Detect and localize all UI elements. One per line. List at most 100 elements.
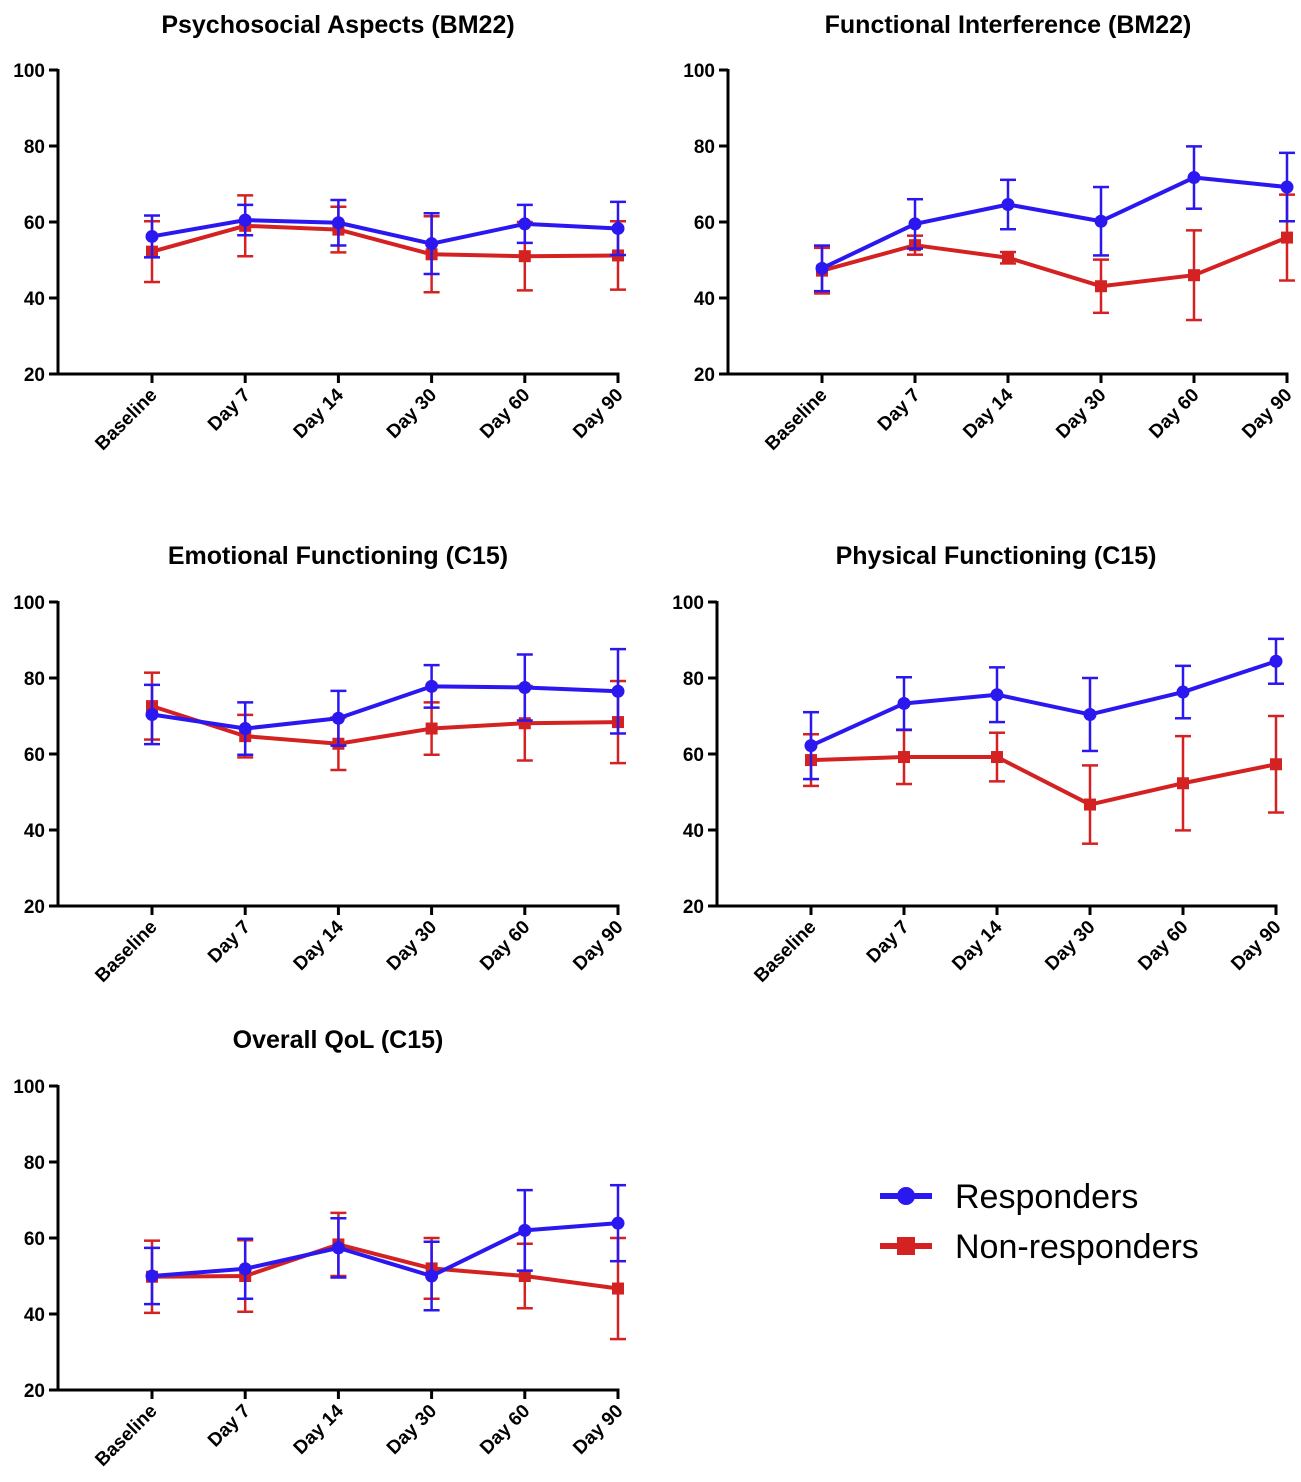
x-tick-label: Day 90 xyxy=(569,385,627,443)
data-point xyxy=(897,696,911,710)
x-tick-label: Day 7 xyxy=(863,917,914,968)
legend-marker-circle xyxy=(897,1187,915,1205)
y-tick-label: 60 xyxy=(683,745,704,766)
series-line xyxy=(810,755,1277,807)
x-tick-label: Day 90 xyxy=(1227,917,1285,975)
x-tick-label: Day 7 xyxy=(204,917,255,968)
data-point xyxy=(425,722,438,735)
y-tick-label: 80 xyxy=(694,137,715,158)
data-point xyxy=(1269,654,1283,668)
series-non-responders xyxy=(803,714,1284,845)
data-point xyxy=(425,237,439,251)
y-tick-label: 80 xyxy=(24,137,45,158)
data-point xyxy=(425,1269,439,1283)
legend: Responders Non-responders xyxy=(880,1178,1199,1266)
data-point xyxy=(1270,758,1282,771)
x-tick-label: Day 30 xyxy=(1041,917,1099,975)
chart-title: Functional Interference (BM22) xyxy=(825,11,1192,39)
data-point xyxy=(145,707,159,721)
data-point xyxy=(1177,777,1189,790)
x-tick-label: Baseline xyxy=(761,385,831,455)
series-line xyxy=(151,1221,619,1278)
data-point xyxy=(898,751,910,764)
y-tick-label: 20 xyxy=(683,897,704,918)
y-tick-label: 80 xyxy=(24,1153,45,1174)
data-point xyxy=(1084,798,1096,811)
series-responders xyxy=(814,145,1295,293)
x-tick-label: Day 90 xyxy=(569,1401,627,1459)
chart-title: Emotional Functioning (C15) xyxy=(168,542,508,570)
chart-panel-5: Overall QoL (C15) 20 40 60 80 100 Baseline Day … xyxy=(13,1026,627,1471)
chart-title: Psychosocial Aspects (BM22) xyxy=(161,11,514,39)
y-tick-label: 100 xyxy=(13,593,45,614)
legend-item-non-responders: Non-responders xyxy=(880,1228,1199,1266)
x-tick-label: Day 90 xyxy=(1238,385,1296,443)
data-point xyxy=(331,711,345,725)
y-tick-label: 60 xyxy=(24,745,45,766)
x-tick-label: Day 60 xyxy=(1134,917,1192,975)
data-point xyxy=(908,217,922,231)
series-line xyxy=(151,684,619,731)
x-tick-label: Baseline xyxy=(91,385,161,455)
y-tick-label: 40 xyxy=(683,821,704,842)
x-tick-label: Day 14 xyxy=(290,1400,348,1458)
series-responders xyxy=(144,647,626,757)
chart-title: Overall QoL (C15) xyxy=(233,1026,444,1054)
data-point xyxy=(991,751,1003,764)
x-tick-label: Baseline xyxy=(91,917,161,987)
series-non-responders xyxy=(144,194,626,294)
data-point xyxy=(425,679,439,693)
data-point xyxy=(518,1270,531,1282)
data-point xyxy=(1281,231,1293,244)
series-line xyxy=(151,218,619,246)
x-tick-label: Day 30 xyxy=(383,385,441,443)
series-responders xyxy=(144,1183,626,1312)
y-tick-label: 20 xyxy=(24,897,45,918)
data-point xyxy=(1001,198,1015,212)
data-point xyxy=(815,261,829,275)
data-point xyxy=(1188,269,1200,282)
series-responders xyxy=(144,198,626,276)
x-tick-label: Day 60 xyxy=(1145,385,1203,443)
data-point xyxy=(518,250,531,263)
data-point xyxy=(611,221,625,235)
data-point xyxy=(145,229,159,243)
x-tick-label: Day 14 xyxy=(948,916,1006,974)
y-tick-label: 100 xyxy=(13,1077,45,1098)
data-point xyxy=(145,1269,159,1283)
series-responders xyxy=(803,637,1284,781)
y-tick-label: 100 xyxy=(672,593,704,614)
y-tick-label: 80 xyxy=(683,669,704,690)
x-tick-label: Baseline xyxy=(91,1401,161,1471)
x-tick-label: Day 14 xyxy=(290,384,348,442)
chart-panel-4: Physical Functioning (C15) 20 40 60 80 100 Bas… xyxy=(672,542,1285,987)
data-point xyxy=(238,722,252,736)
x-tick-label: Day 7 xyxy=(204,1401,255,1452)
x-tick-label: Day 14 xyxy=(959,384,1017,442)
x-tick-label: Day 30 xyxy=(383,917,441,975)
legend-marker-square xyxy=(897,1237,915,1255)
data-point xyxy=(1280,180,1294,194)
y-tick-label: 60 xyxy=(24,1229,45,1250)
y-tick-label: 60 xyxy=(694,213,715,234)
data-point xyxy=(1002,251,1014,264)
x-tick-label: Day 7 xyxy=(874,385,925,436)
y-tick-label: 20 xyxy=(24,365,45,386)
y-tick-label: 20 xyxy=(694,365,715,386)
x-tick-label: Day 60 xyxy=(476,1401,534,1459)
data-point xyxy=(331,216,345,230)
series-line xyxy=(151,704,619,746)
series-line xyxy=(151,1242,619,1291)
data-point xyxy=(1083,707,1097,721)
x-tick-label: Day 60 xyxy=(476,385,534,443)
y-tick-label: 80 xyxy=(24,669,45,690)
y-tick-label: 60 xyxy=(24,213,45,234)
x-tick-label: Day 14 xyxy=(290,916,348,974)
data-point xyxy=(611,684,625,698)
x-tick-label: Day 90 xyxy=(569,917,627,975)
chart-panel-1: Psychosocial Aspects (BM22) 20 40 60 80 100 Ba… xyxy=(13,11,627,455)
data-point xyxy=(518,217,532,231)
y-tick-label: 100 xyxy=(683,61,715,82)
series-line xyxy=(151,223,619,259)
